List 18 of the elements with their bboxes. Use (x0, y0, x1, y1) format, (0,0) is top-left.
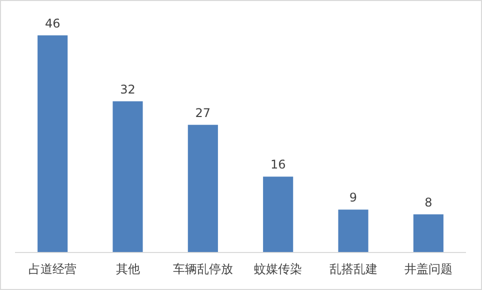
data-label: 8 (424, 195, 432, 210)
bar (338, 210, 368, 252)
data-label: 46 (44, 16, 60, 30)
bar (112, 101, 143, 252)
x-tick-label: 乱搭乱建 (329, 262, 378, 276)
bar (263, 176, 294, 252)
x-tick-label: 井盖问题 (404, 262, 452, 276)
data-label: 9 (349, 190, 358, 205)
bar (188, 124, 218, 252)
x-tick-label: 蚊媒传染 (254, 262, 302, 276)
data-label: 32 (120, 82, 136, 96)
x-tick-label: 占道经营 (28, 262, 77, 276)
x-tick-label: 其他 (116, 262, 140, 276)
data-label: 27 (195, 106, 211, 120)
data-label: 16 (270, 158, 286, 172)
bar (413, 214, 444, 252)
x-tick-label: 车辆乱停放 (172, 262, 233, 276)
bar (38, 35, 68, 252)
